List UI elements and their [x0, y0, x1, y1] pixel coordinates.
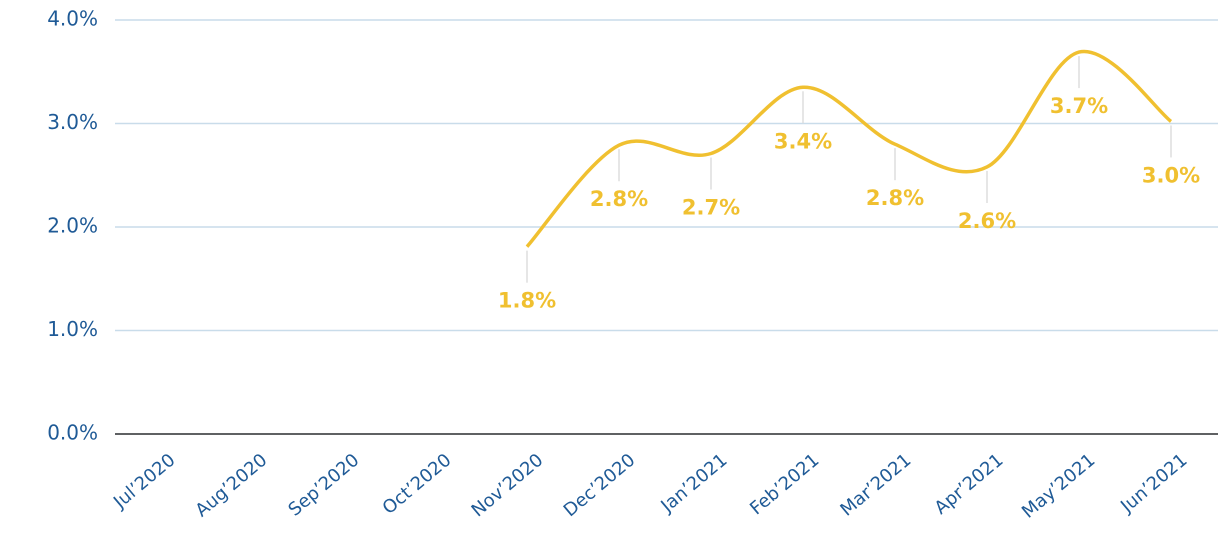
y-tick-label: 1.0%: [47, 317, 98, 341]
value-label: 2.8%: [866, 186, 924, 210]
x-tick-label: Jun’2021: [1116, 450, 1191, 518]
value-label: 2.6%: [958, 209, 1016, 233]
x-tick-label: Oct’2020: [379, 450, 456, 519]
x-tick-label: Mar’2021: [836, 450, 915, 521]
y-tick-label: 2.0%: [47, 214, 98, 238]
x-tick-label: Nov’2020: [468, 450, 548, 522]
value-label: 1.8%: [498, 289, 556, 313]
x-tick-label: Jan’2021: [656, 450, 731, 518]
x-tick-label: May’2021: [1018, 450, 1099, 523]
x-tick-label: Jul’2020: [109, 450, 179, 514]
y-tick-label: 0.0%: [47, 421, 98, 445]
x-tick-label: Sep’2020: [284, 450, 363, 521]
x-tick-label: Apr’2021: [931, 450, 1008, 519]
value-label: 3.4%: [774, 129, 832, 153]
value-label: 2.8%: [590, 187, 648, 211]
value-label: 2.7%: [682, 196, 740, 220]
value-label: 3.7%: [1050, 94, 1108, 118]
y-tick-label: 3.0%: [47, 110, 98, 134]
x-tick-label: Dec’2020: [560, 450, 640, 522]
value-label: 3.0%: [1142, 163, 1200, 187]
x-tick-label: Aug’2020: [192, 450, 272, 522]
x-tick-label: Feb’2021: [746, 450, 823, 520]
y-tick-label: 4.0%: [47, 7, 98, 31]
line: [525, 49, 1173, 248]
